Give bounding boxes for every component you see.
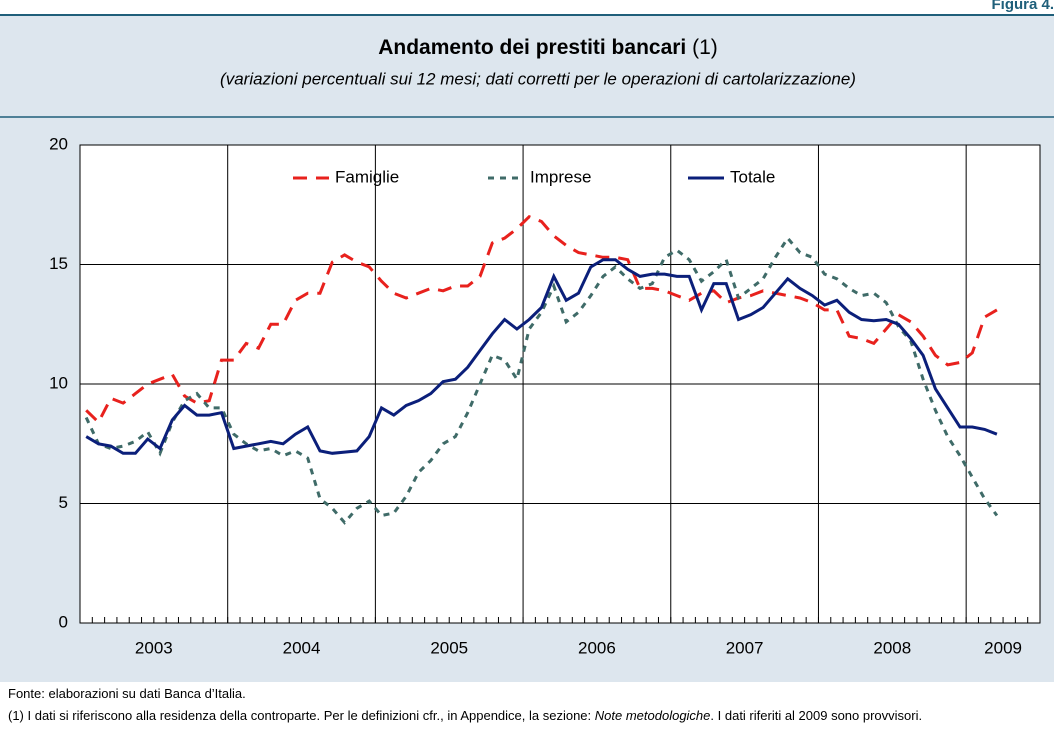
y-tick-label: 20	[49, 134, 68, 153]
series-line	[85, 214, 998, 425]
chart-subtitle: (variazioni percentuali sui 12 mesi; dat…	[220, 69, 856, 88]
series-line	[84, 235, 999, 525]
title-main: Andamento dei prestiti bancari	[378, 36, 686, 59]
title-note: (1)	[692, 36, 718, 59]
legend-label: Totale	[730, 167, 775, 186]
footer: Fonte: elaborazioni su dati Banca d’Ital…	[8, 686, 1048, 730]
x-tick-label: 2003	[135, 638, 173, 657]
note-text: (1) I dati si riferiscono alla residenza…	[8, 708, 595, 723]
series-line	[85, 258, 998, 455]
legend-label: Imprese	[530, 167, 591, 186]
chart: Andamento dei prestiti bancari (1) (vari…	[0, 36, 1054, 657]
y-tick-label: 10	[49, 373, 68, 392]
legend-label: Famiglie	[335, 167, 399, 186]
x-tick-label: 2006	[578, 638, 616, 657]
y-tick-label: 0	[59, 612, 68, 631]
note-italic: Note metodologiche	[594, 708, 711, 723]
source: Fonte: elaborazioni su dati Banca d’Ital…	[8, 686, 246, 701]
x-tick-label: 2009	[984, 638, 1022, 657]
x-tick-label: 2004	[283, 638, 321, 657]
x-tick-label: 2007	[726, 638, 764, 657]
y-tick-label: 5	[59, 493, 68, 512]
x-tick-label: 2008	[873, 638, 911, 657]
note: (1) I dati si riferiscono alla residenza…	[8, 708, 1048, 724]
note-text: . I dati riferiti al 2009 sono provvisor…	[710, 708, 923, 723]
chart-title: Andamento dei prestiti bancari (1)	[378, 36, 718, 59]
y-tick-label: 15	[49, 254, 68, 273]
x-tick-label: 2005	[430, 638, 468, 657]
figure-label: Figura 4.	[991, 0, 1054, 13]
